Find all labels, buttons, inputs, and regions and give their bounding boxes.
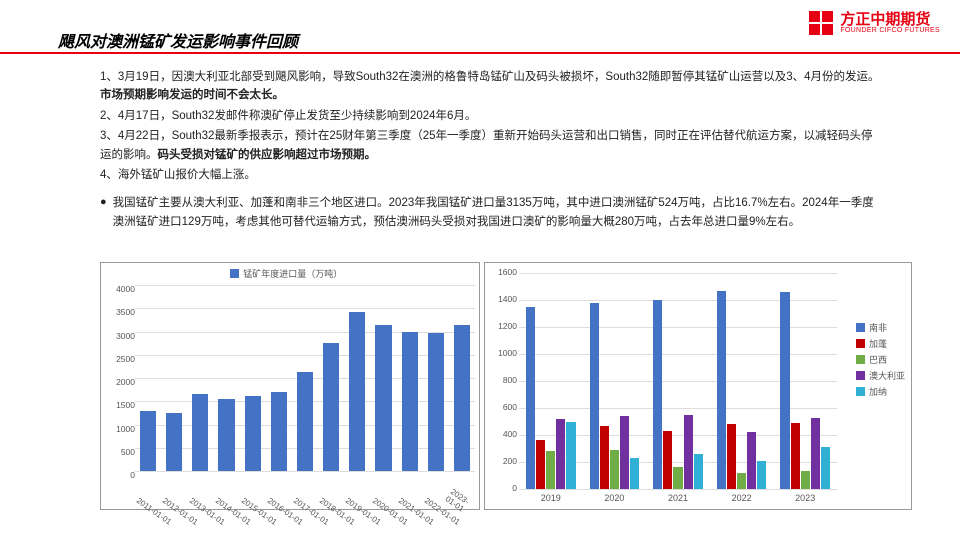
- paragraph: 1、3月19日，因澳大利亚北部受到飓风影响，导致South32在澳洲的格鲁特岛锰…: [100, 68, 880, 105]
- bar: [610, 450, 619, 489]
- bar: [526, 307, 535, 489]
- bar: [791, 423, 800, 489]
- bar: [630, 458, 639, 489]
- bar: [566, 422, 575, 490]
- bar: [140, 411, 156, 471]
- bar: [620, 416, 629, 489]
- bar: [323, 343, 339, 471]
- chart2-legend: 南非加蓬巴西澳大利亚加纳: [856, 321, 905, 401]
- bar: [349, 312, 365, 471]
- chart-annual-imports: 锰矿年度进口量（万吨）05001000150020002500300035004…: [100, 262, 480, 510]
- bar: [663, 431, 672, 489]
- bar: [590, 303, 599, 489]
- bar: [536, 440, 545, 489]
- bar: [780, 292, 789, 489]
- bar: [297, 372, 313, 471]
- bar: [556, 419, 565, 489]
- bar: [600, 426, 609, 489]
- bar: [694, 454, 703, 489]
- bar: [801, 471, 810, 489]
- bar: [821, 447, 830, 489]
- bar: [717, 291, 726, 489]
- paragraph: 3、4月22日，South32最新季报表示，预计在25财年第三季度（25年一季度…: [100, 127, 880, 164]
- charts-row: 锰矿年度进口量（万吨）05001000150020002500300035004…: [100, 262, 912, 510]
- bar: [727, 424, 736, 489]
- bar: [218, 399, 234, 471]
- bar: [192, 394, 208, 471]
- page-title: 飓风对澳洲锰矿发运影响事件回顾: [58, 28, 298, 52]
- logo-cn: 方正中期期货: [840, 12, 940, 27]
- bar: [454, 325, 470, 471]
- body-text: 1、3月19日，因澳大利亚北部受到飓风影响，导致South32在澳洲的格鲁特岛锰…: [100, 68, 880, 231]
- bar: [684, 415, 693, 489]
- bar: [245, 396, 261, 471]
- title-rule: [0, 52, 960, 54]
- bar: [737, 473, 746, 489]
- paragraph: 2、4月17日，South32发邮件称澳矿停止发货至少持续影响到2024年6月。: [100, 107, 880, 125]
- bar: [428, 333, 444, 471]
- bar: [166, 413, 182, 471]
- paragraph: 4、海外锰矿山报价大幅上涨。: [100, 166, 880, 184]
- bar: [402, 332, 418, 472]
- logo-mark: [808, 10, 834, 36]
- bullet-paragraph: ●我国锰矿主要从澳大利亚、加蓬和南非三个地区进口。2023年我国锰矿进口量313…: [100, 194, 880, 231]
- logo-en: FOUNDER CIFCO FUTURES: [840, 27, 940, 34]
- bar: [375, 325, 391, 471]
- bar: [271, 392, 287, 471]
- brand-logo: 方正中期期货 FOUNDER CIFCO FUTURES: [808, 10, 940, 36]
- chart-imports-by-country: 0200400600800100012001400160020192020202…: [484, 262, 912, 510]
- bar: [757, 461, 766, 489]
- chart1-legend: 锰矿年度进口量（万吨）: [230, 267, 342, 283]
- bar: [811, 418, 820, 489]
- bar: [673, 467, 682, 489]
- bar: [747, 432, 756, 489]
- bar: [546, 451, 555, 489]
- bar: [653, 300, 662, 489]
